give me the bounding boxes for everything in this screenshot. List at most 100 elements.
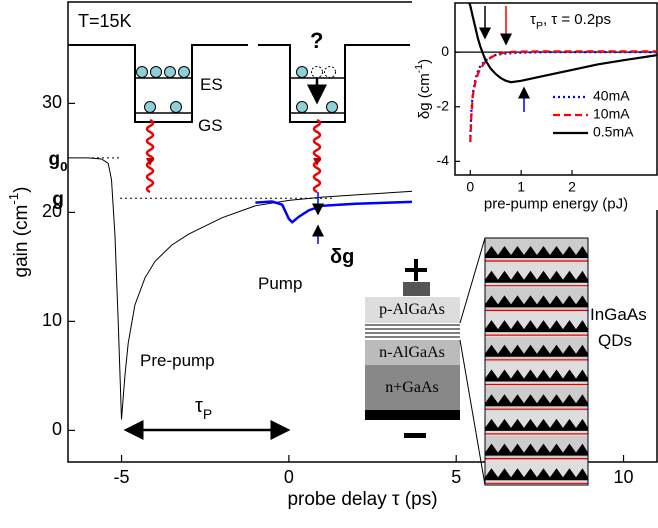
carrier [296, 101, 308, 113]
layer-label-part: p-AlGaAs [379, 301, 445, 318]
y-tick-label: 20 [42, 201, 62, 221]
x-tick-label: 5 [451, 467, 461, 487]
reference-label-part: g [52, 189, 64, 210]
y-axis-label: δg (cm-1) [413, 59, 433, 119]
temperature-part: T=15K [78, 11, 132, 31]
y-tick-label: 0 [441, 43, 449, 59]
plot-frame [454, 2, 658, 176]
x-tick-label: 2 [568, 178, 576, 194]
gs-label: GS [198, 116, 223, 135]
y-tick-label: -2 [437, 97, 450, 113]
x-axis-label: pre-pump energy (pJ) [484, 195, 628, 212]
y-axis-label-part: δg (cm [416, 73, 433, 119]
qd-label: QDs [598, 331, 632, 350]
inset-title: τP, τ = 0.2ps [530, 11, 611, 32]
es-label-part: ES [200, 75, 223, 94]
carrier [136, 66, 148, 78]
y-axis-label: gain (cm-1) [6, 186, 32, 277]
series-label: Pre-pump [140, 351, 215, 370]
quantum-dots [485, 418, 588, 431]
delta-g: δg [330, 246, 354, 268]
plot-frame [67, 1, 658, 463]
carrier-moving [311, 66, 323, 78]
y-axis-label-part: -1 [6, 193, 21, 205]
carrier [164, 66, 176, 78]
qd-label: InGaAs [590, 305, 647, 324]
inset-title-part: , τ = 0.2ps [543, 11, 611, 28]
reference-label: g [52, 189, 64, 210]
contact-plus-v [414, 259, 418, 281]
contact-minus [404, 433, 426, 438]
x-tick-label: 0 [466, 178, 474, 194]
qd-label-part: QDs [598, 331, 632, 350]
x-tick-label: -5 [114, 467, 130, 487]
gs-label-part: GS [198, 116, 223, 135]
n-layer [365, 340, 460, 365]
layer-label: p-AlGaAs [379, 301, 445, 318]
carrier [144, 101, 156, 113]
quantum-dots [485, 246, 588, 258]
data-line [469, 50, 657, 143]
x-tick-label: 10 [614, 467, 634, 487]
carrier [170, 101, 182, 113]
series-label-part: Pump [258, 274, 302, 293]
reference-label-part: 0 [60, 159, 67, 174]
inset-title-part: P [536, 20, 543, 32]
qd-label-part: InGaAs [590, 305, 647, 324]
carrier [150, 66, 162, 78]
plot-area [468, 3, 657, 143]
layer-label: n+GaAs [385, 379, 438, 396]
tau-label-part: τ [195, 395, 203, 417]
question: ? [310, 28, 323, 53]
question-part: ? [310, 28, 323, 53]
qd-frame [484, 237, 589, 486]
legend-label: 40mA [593, 88, 630, 104]
quantum-dots [485, 369, 588, 382]
x-axis-label-part: pre-pump energy (pJ) [484, 195, 628, 212]
emission-head [313, 158, 321, 166]
x-axis-label-part: probe delay τ (ps) [287, 489, 437, 510]
delta-g-part: δg [330, 246, 354, 268]
carrier [324, 66, 336, 78]
carrier [178, 66, 190, 78]
energy-diagram [68, 44, 410, 123]
emission [145, 118, 155, 194]
quantum-dots [485, 295, 588, 308]
x-tick-label: 1 [517, 178, 525, 194]
y-tick-label: -4 [437, 152, 450, 168]
p-layer [365, 297, 460, 323]
legend-label: 0.5mA [593, 124, 634, 140]
quantum-dots [485, 320, 588, 333]
y-tick-label: 0 [52, 419, 62, 439]
carrier [326, 101, 338, 113]
y-axis-label-part: gain (cm [11, 205, 32, 278]
y-tick-label: 30 [42, 92, 62, 112]
data-line [468, 3, 657, 84]
y-axis-label-part: ) [11, 186, 32, 192]
y-tick-label: 10 [42, 310, 62, 330]
inset-title-part: τ [530, 11, 536, 28]
series-label: Pump [258, 274, 302, 293]
substrate-layer [365, 365, 460, 410]
qd-stack [484, 237, 589, 486]
es-label: ES [200, 75, 223, 94]
reference-label-part: g [48, 149, 60, 170]
zoom-lines [459, 237, 486, 486]
layer-label: n-AlGaAs [379, 344, 445, 361]
y-axis-label-part: -1 [413, 64, 425, 73]
emission-head [146, 158, 154, 166]
emission [312, 118, 322, 194]
bottom-contact [365, 410, 460, 420]
inset-chart: 0 1 2 0 -2 -4 pre-pump energy (pJ) δg (cm-1) τP,… [412, 0, 658, 212]
quantum-dots [485, 468, 588, 481]
legend-label: 10mA [593, 106, 630, 122]
y-axis-label-part: ) [416, 59, 433, 64]
contact [403, 282, 430, 296]
reference-label: g0 [48, 149, 67, 174]
quantum-dots [485, 344, 588, 357]
layer-label-part: n+GaAs [385, 379, 438, 396]
quantum-dots [485, 443, 588, 456]
quantum-dots [485, 394, 588, 407]
